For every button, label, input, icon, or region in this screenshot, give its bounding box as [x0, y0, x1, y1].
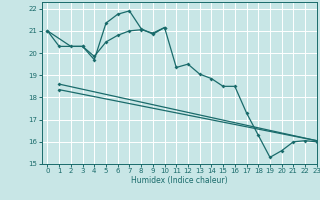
X-axis label: Humidex (Indice chaleur): Humidex (Indice chaleur) [131, 176, 228, 185]
